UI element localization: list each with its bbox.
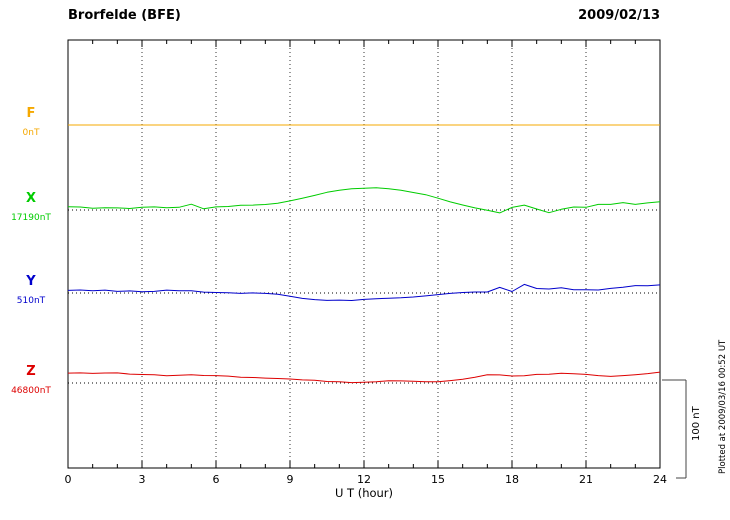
- x-axis-label: U T (hour): [334, 486, 394, 500]
- channel-baseline-Z: 46800nT: [11, 386, 51, 396]
- x-tick-label-24: 24: [653, 473, 667, 486]
- plotted-at-note: Plotted at 2009/03/16 00:52 UT: [718, 339, 728, 474]
- channel-letter-X: X: [25, 191, 37, 206]
- x-tick-label-3: 3: [138, 473, 146, 486]
- plot-date: 2009/02/13: [578, 8, 660, 23]
- trace-Y: [67, 283, 661, 301]
- x-tick-label-6: 6: [212, 473, 220, 486]
- trace-X: [67, 187, 661, 214]
- channel-baseline-X: 17190nT: [11, 213, 51, 223]
- x-tick-label-21: 21: [579, 473, 593, 486]
- channel-letter-Z: Z: [26, 364, 36, 379]
- channel-letter-F: F: [26, 106, 36, 121]
- x-tick-label-18: 18: [505, 473, 519, 486]
- scale-bar-label: 100 nT: [691, 406, 702, 442]
- x-tick-label-15: 15: [431, 473, 445, 486]
- x-tick-label-0: 0: [64, 473, 72, 486]
- trace-Z: [67, 371, 661, 384]
- x-tick-label-12: 12: [357, 473, 371, 486]
- x-tick-label-9: 9: [286, 473, 294, 486]
- channel-baseline-F: 0nT: [22, 128, 40, 138]
- station-title: Brorfelde (BFE): [68, 8, 181, 23]
- channel-baseline-Y: 510nT: [16, 296, 46, 306]
- channel-letter-Y: Y: [26, 274, 36, 289]
